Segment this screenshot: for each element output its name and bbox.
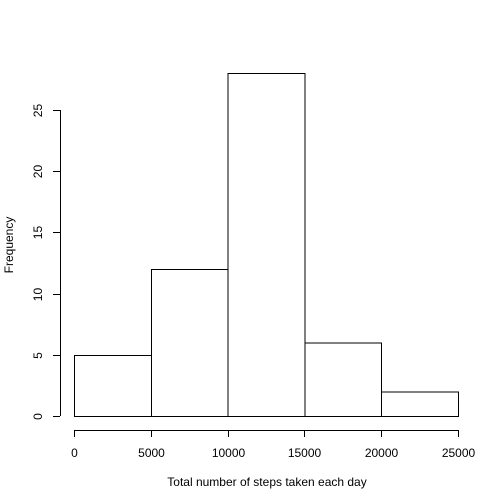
x-tick-label-5: 25000 [442,446,476,460]
y-axis-label: Frequency [2,217,16,274]
x-axis: 0 5000 10000 15000 20000 25000 [71,430,476,460]
x-tick-label-2: 10000 [212,446,246,460]
x-tick-label-4: 20000 [365,446,399,460]
y-tick-label-3: 15 [31,226,45,240]
x-tick-label-0: 0 [71,446,78,460]
y-tick-label-1: 5 [31,352,45,359]
bars-group [74,73,460,417]
y-tick-label-5: 25 [31,104,45,118]
histogram-bar-3 [304,342,383,417]
histogram-bar-4 [381,391,460,417]
x-axis-label: Total number of steps taken each day [167,475,366,489]
y-axis: 0 5 10 15 20 25 [31,104,61,420]
y-tick-label-2: 10 [31,288,45,302]
histogram-bar-2 [227,73,306,417]
x-tick-label-1: 5000 [138,446,165,460]
x-tick-label-3: 15000 [288,446,322,460]
histogram-bar-1 [150,269,229,417]
y-tick-label-0: 0 [31,413,45,420]
y-tick-label-4: 20 [31,165,45,179]
histogram-bar-0 [74,354,152,417]
